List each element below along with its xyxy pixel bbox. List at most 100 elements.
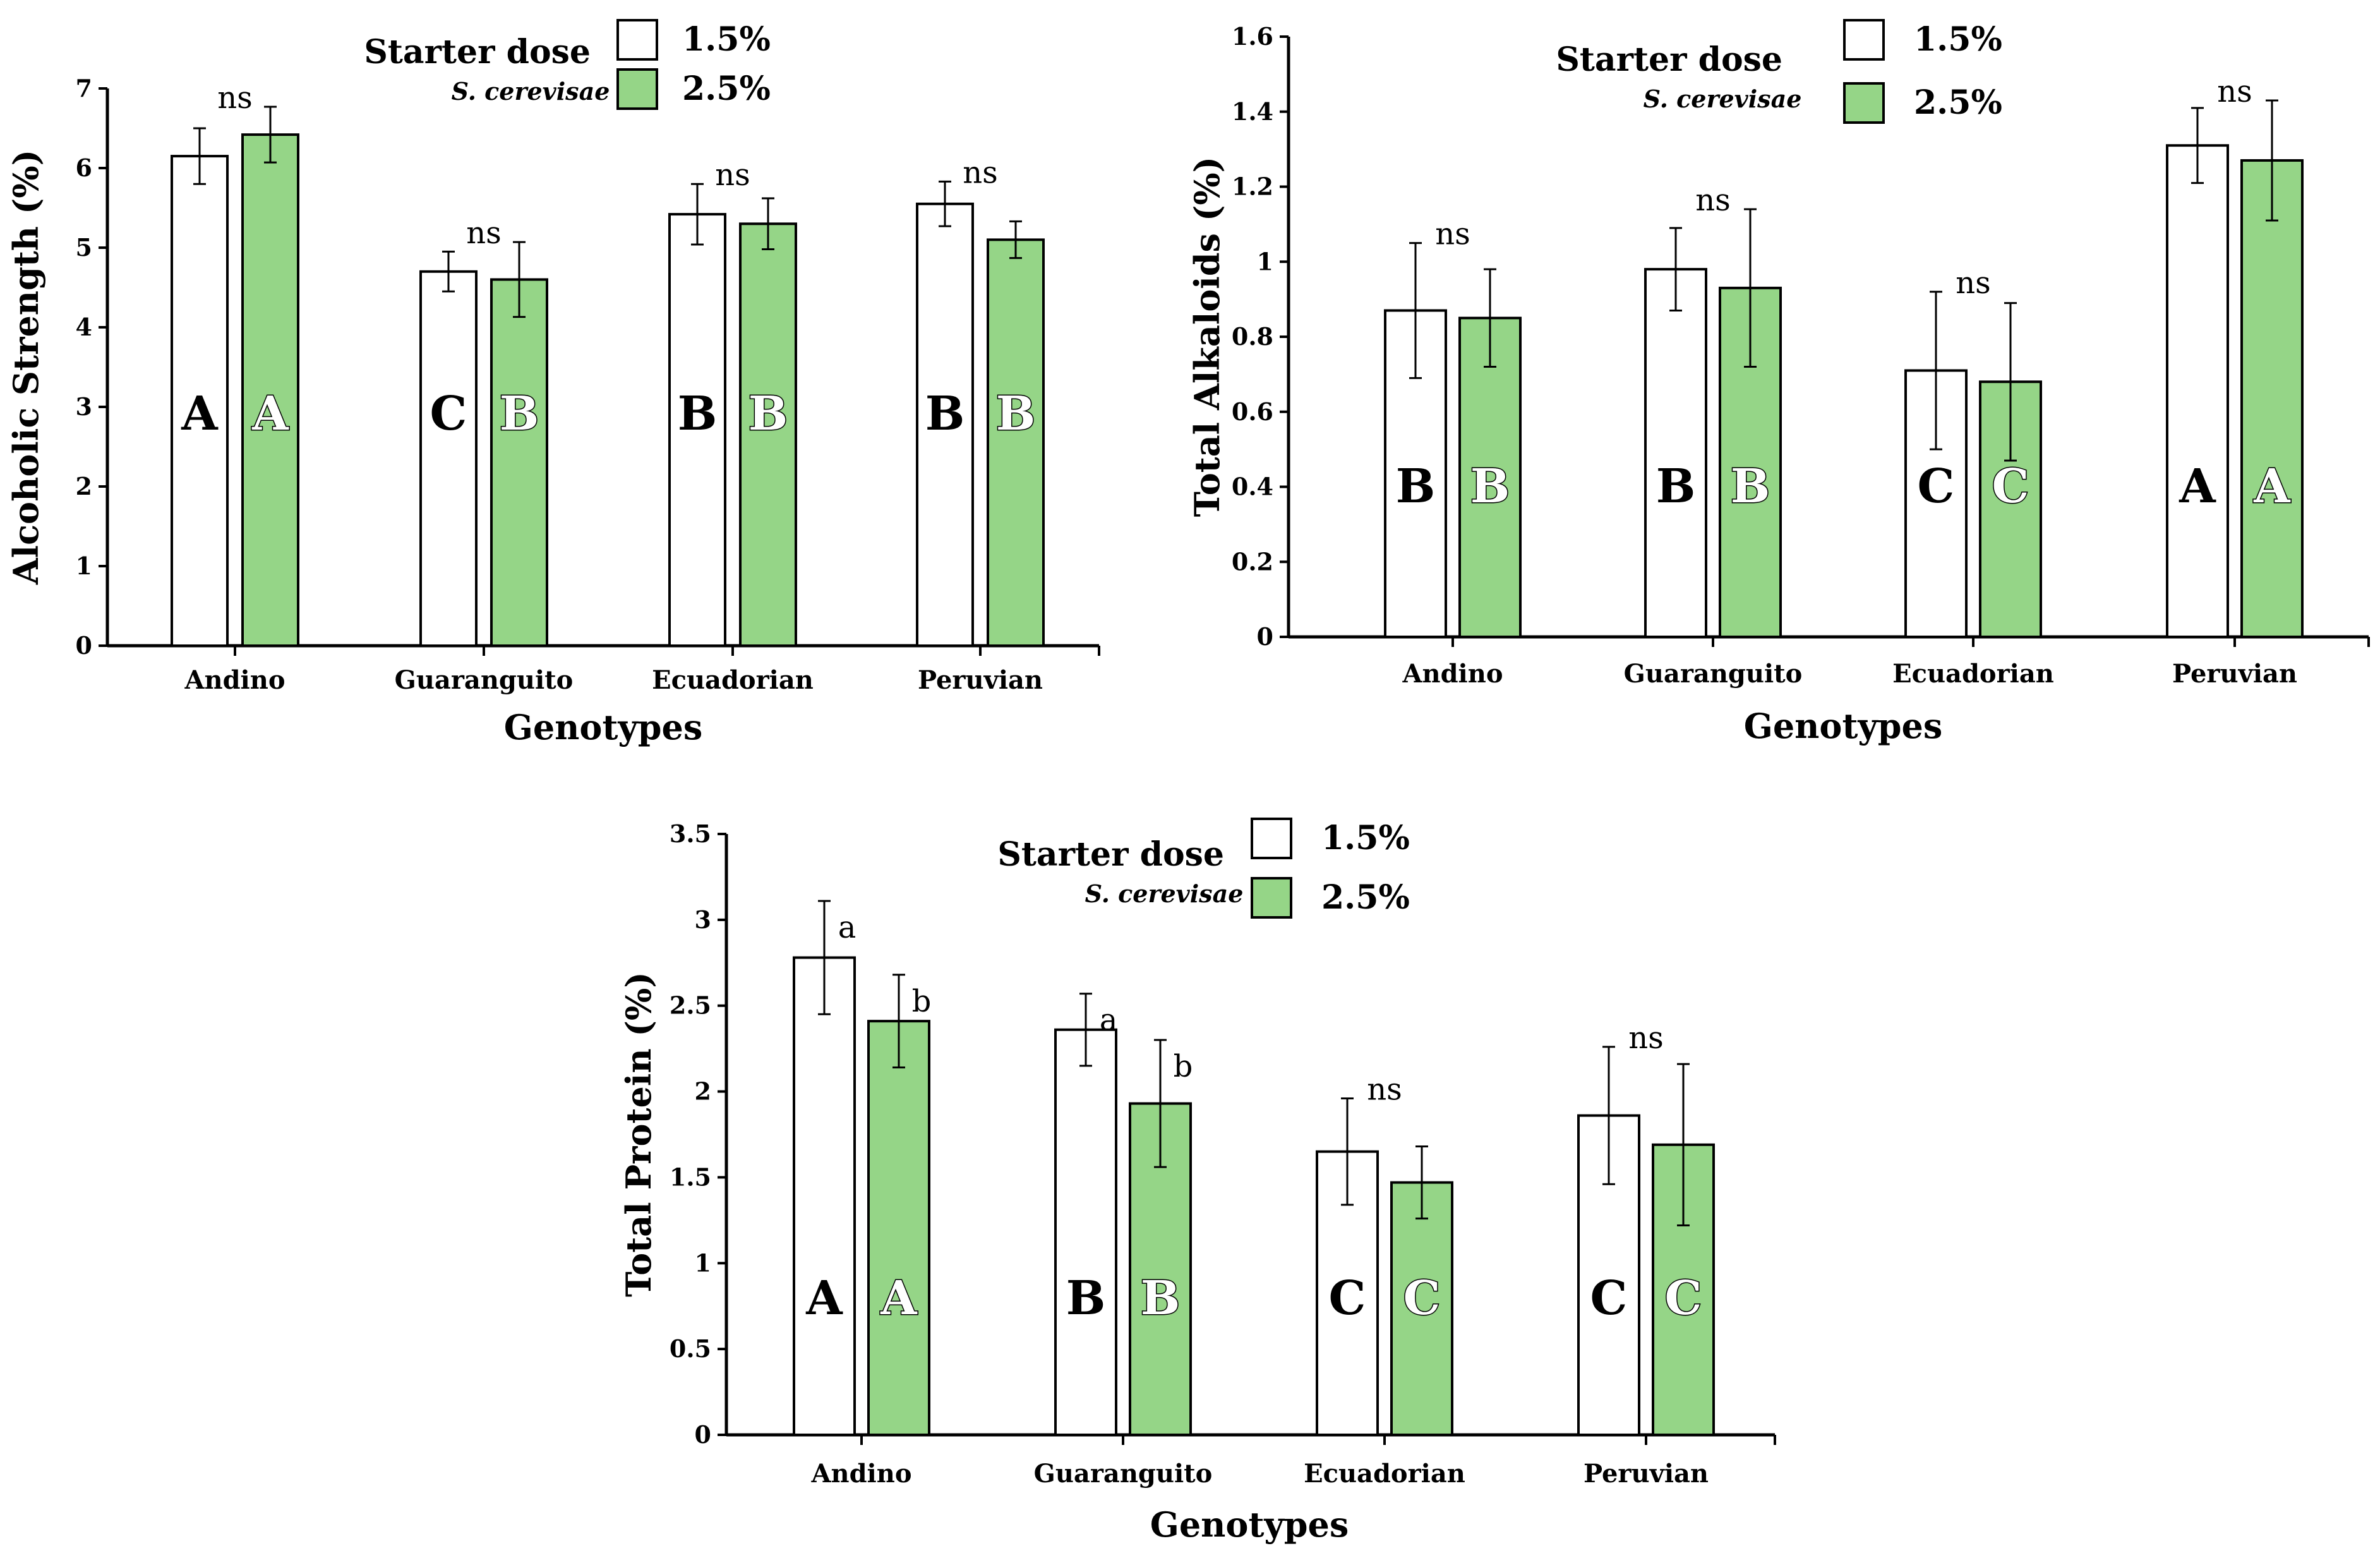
- group-letter: C: [1918, 459, 1955, 514]
- y-tick-label: 0.2: [1232, 547, 1273, 576]
- group-letter: A: [2179, 459, 2216, 514]
- group-letter: C: [1403, 1271, 1441, 1326]
- group-letter: A: [2253, 459, 2291, 514]
- category-label: Ecuadorian: [1892, 659, 2054, 689]
- group-letter: B: [500, 387, 539, 441]
- legend-subtitle: S. cerevisae: [1644, 85, 1802, 113]
- bar-peruvian-series-2: [987, 238, 1045, 647]
- group-letter: C: [430, 387, 467, 441]
- category-label: Andino: [1402, 659, 1503, 689]
- group-letter: B: [678, 387, 718, 441]
- group-letter: A: [880, 1271, 918, 1326]
- y-tick-label: 3: [695, 905, 711, 934]
- significance-label: ns: [466, 215, 502, 251]
- y-tick-label: 0.8: [1232, 322, 1273, 351]
- y-tick-label: 3.5: [670, 819, 711, 848]
- legend: Starter dose S. cerevisae 1.5% 2.5%: [364, 19, 771, 110]
- pair-label: a: [1100, 1003, 1118, 1038]
- category-label: Ecuadorian: [1304, 1459, 1465, 1489]
- legend-swatch: [616, 19, 658, 61]
- legend-entry: 1.5%: [682, 20, 771, 59]
- y-tick-label: 0.5: [670, 1334, 711, 1363]
- bar-guaranguito-series-1: [1644, 268, 1707, 638]
- group-letter: B: [1731, 459, 1770, 514]
- y-axis-title: Total Alkaloids (%): [1187, 157, 1227, 517]
- category-label: Guaranguito: [1034, 1459, 1213, 1489]
- legend-entry: 2.5%: [682, 69, 771, 108]
- legend-entry: 2.5%: [1321, 878, 1410, 917]
- category-label: Guaranguito: [395, 665, 574, 695]
- bar-guaranguito-series-1: [419, 270, 478, 647]
- group-letter: C: [1329, 1271, 1366, 1326]
- group-letter: B: [1470, 459, 1510, 514]
- y-tick-label: 0: [76, 631, 92, 660]
- significance-label: ns: [1956, 265, 1991, 301]
- bar-andino-series-1: [793, 956, 856, 1436]
- category-label: Guaranguito: [1624, 659, 1803, 689]
- legend-subtitle: S. cerevisae: [1085, 879, 1244, 908]
- y-axis-title: Total Protein (%): [618, 972, 659, 1297]
- bar-ecuadorian-series-2: [739, 222, 797, 647]
- x-axis-title: Genotypes: [1150, 1504, 1349, 1545]
- y-tick-label: 7: [76, 74, 92, 102]
- y-tick-label: 6: [76, 154, 92, 182]
- pair-label: a: [838, 910, 856, 945]
- y-tick-label: 0.4: [1232, 473, 1273, 501]
- significance-label: ns: [217, 80, 253, 116]
- category-label: Andino: [810, 1459, 911, 1489]
- bar-andino-series-1: [171, 155, 229, 648]
- group-letter: B: [1396, 459, 1436, 514]
- y-tick-label: 2: [695, 1077, 711, 1106]
- bar-peruvian-series-1: [2166, 144, 2229, 638]
- y-tick-label: 1.6: [1232, 22, 1273, 51]
- y-tick-label: 1.2: [1232, 172, 1273, 201]
- category-label: Peruvian: [918, 665, 1043, 695]
- bar-guaranguito-series-2: [490, 278, 548, 647]
- group-letter: C: [1590, 1271, 1628, 1326]
- group-letter: B: [748, 387, 788, 441]
- x-axis-title: Genotypes: [504, 707, 703, 747]
- bar-peruvian-series-2: [2240, 159, 2304, 638]
- category-label: Peruvian: [2172, 659, 2297, 689]
- group-letter: B: [1066, 1271, 1106, 1326]
- legend-swatch: [1251, 818, 1292, 859]
- bar-andino-series-2: [241, 133, 299, 647]
- bar-ecuadorian-series-2: [1390, 1181, 1453, 1436]
- significance-label: ns: [1695, 183, 1731, 218]
- bar-andino-series-2: [867, 1020, 930, 1436]
- y-tick-label: 0: [1257, 622, 1273, 651]
- chart-2: 00.20.40.60.811.21.41.6B B C AB B C AnsnsnsnsA…: [1187, 19, 2370, 746]
- y-tick-label: 3: [76, 392, 92, 421]
- group-letter: A: [181, 387, 219, 441]
- legend-entry: 1.5%: [1914, 20, 2002, 59]
- legend-title: Starter dose: [997, 835, 1224, 874]
- legend-swatch: [1843, 82, 1885, 124]
- significance-label: ns: [1367, 1072, 1402, 1107]
- group-letter: C: [1992, 459, 2029, 514]
- bar-guaranguito-series-1: [1054, 1028, 1117, 1436]
- group-letter: B: [925, 387, 965, 441]
- x-axis-title: Genotypes: [1744, 706, 1943, 746]
- legend-entry: 1.5%: [1321, 819, 1410, 857]
- legend: Starter dose S. cerevisae 1.5% 2.5%: [1556, 19, 2002, 124]
- legend-title: Starter dose: [1556, 40, 1782, 79]
- y-tick-label: 5: [76, 233, 92, 262]
- legend-entry: 2.5%: [1914, 83, 2002, 122]
- y-tick-label: 1: [1257, 247, 1273, 275]
- category-label: Peruvian: [1584, 1459, 1709, 1489]
- y-tick-label: 0.6: [1232, 397, 1273, 426]
- legend: Starter dose S. cerevisae 1.5% 2.5%: [997, 818, 1410, 919]
- pair-label: b: [912, 984, 932, 1019]
- category-label: Ecuadorian: [652, 665, 814, 695]
- group-letter: B: [1656, 459, 1696, 514]
- legend-subtitle: S. cerevisae: [452, 77, 610, 106]
- y-tick-label: 1: [695, 1248, 711, 1277]
- significance-label: ns: [1628, 1020, 1664, 1056]
- group-letter: C: [1665, 1271, 1702, 1326]
- pair-label: b: [1174, 1049, 1193, 1084]
- legend-swatch: [1251, 877, 1292, 919]
- legend-swatch: [616, 68, 658, 110]
